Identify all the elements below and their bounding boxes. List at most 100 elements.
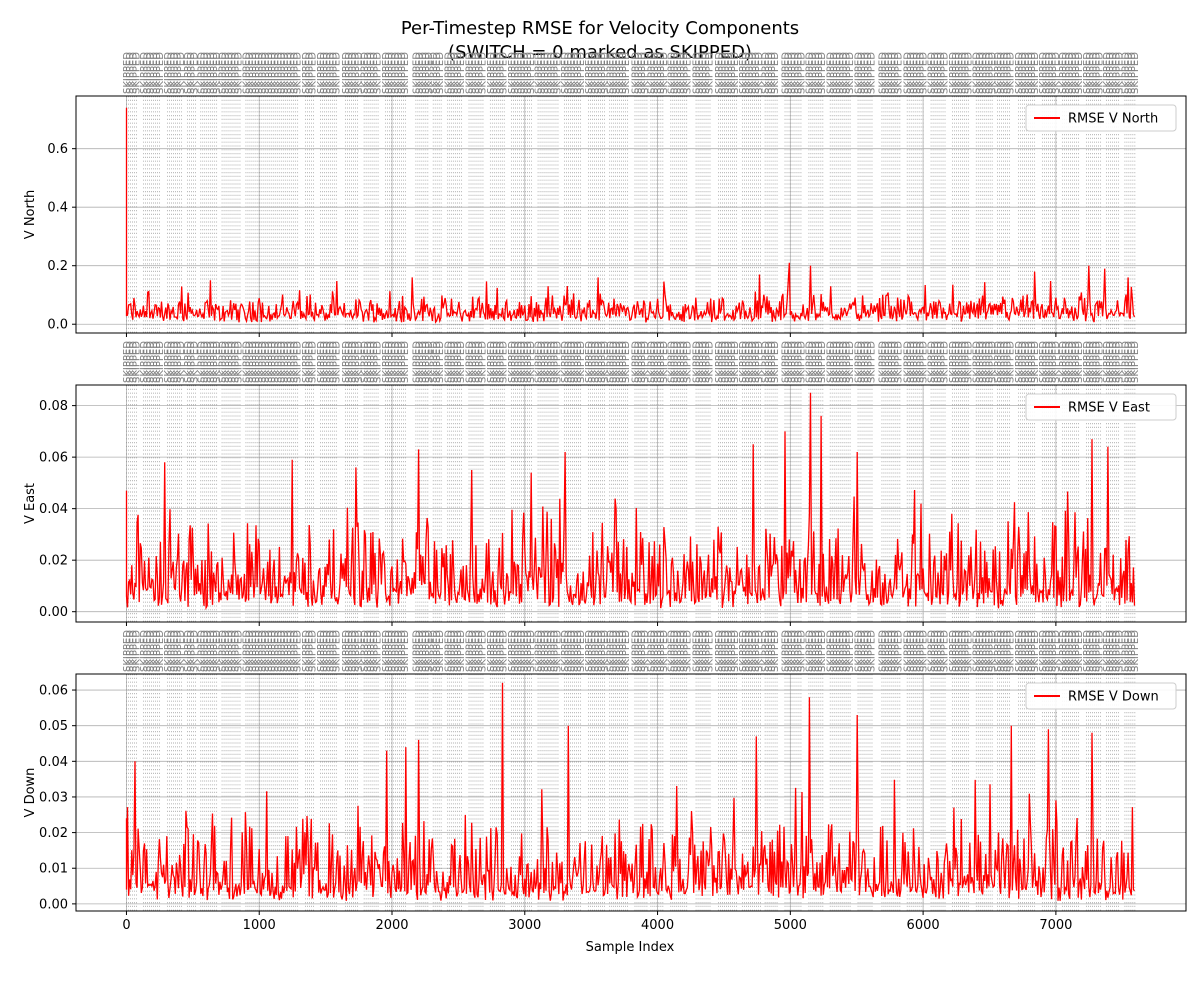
skipped-label: SKIPPED <box>283 52 294 94</box>
skipped-label: SKIPPED <box>233 630 244 672</box>
skipped-label: SKIPPED <box>605 341 616 383</box>
skipped-label: SKIPPED <box>884 630 895 672</box>
skipped-label: SKIPPED <box>612 52 623 94</box>
skipped-label: SKIPPED <box>354 52 365 94</box>
skipped-label: SKIPPED <box>169 630 180 672</box>
skipped-label: SKIPPED <box>936 630 947 672</box>
skipped-label: SKIPPED <box>1102 341 1113 383</box>
skipped-label: SKIPPED <box>203 52 214 94</box>
y-axis-label: V Down <box>23 768 38 818</box>
skipped-label: SKIPPED <box>796 630 807 672</box>
skipped-label: SKIPPED <box>640 341 651 383</box>
skipped-label: SKIPPED <box>1085 630 1096 672</box>
skipped-label: SKIPPED <box>277 341 288 383</box>
skipped-label: SKIPPED <box>653 630 664 672</box>
skipped-label: SKIPPED <box>829 341 840 383</box>
skipped-label: SKIPPED <box>999 341 1010 383</box>
skipped-label: SKIPPED <box>418 52 429 94</box>
skipped-label: SKIPPED <box>618 52 629 94</box>
skipped-label: SKIPPED <box>424 52 435 94</box>
skipped-label: SKIPPED <box>424 630 435 672</box>
skipped-label: SKIPPED <box>957 630 968 672</box>
skipped-label: SKIPPED <box>381 341 392 383</box>
skipped-label: SKIPPED <box>666 341 677 383</box>
legend-box <box>1025 393 1177 421</box>
skipped-label: SKIPPED <box>933 341 944 383</box>
skipped-label: SKIPPED <box>615 52 626 94</box>
skipped-label: SKIPPED <box>400 52 411 94</box>
skipped-label: SKIPPED <box>721 630 732 672</box>
skipped-label: SKIPPED <box>341 341 352 383</box>
skipped-label: SKIPPED <box>227 52 238 94</box>
skipped-label: SKIPPED <box>748 630 759 672</box>
skipped-label: SKIPPED <box>770 341 781 383</box>
skipped-label: SKIPPED <box>770 630 781 672</box>
skipped-label: SKIPPED <box>842 52 853 94</box>
skipped-label: SKIPPED <box>289 341 300 383</box>
skipped-label: SKIPPED <box>978 630 989 672</box>
skipped-label: SKIPPED <box>450 52 461 94</box>
skipped-label: SKIPPED <box>351 52 362 94</box>
skipped-label: SKIPPED <box>446 630 457 672</box>
skipped-label: SKIPPED <box>534 52 545 94</box>
skipped-label: SKIPPED <box>727 630 738 672</box>
skipped-label: SKIPPED <box>981 341 992 383</box>
skipped-label: SKIPPED <box>360 341 371 383</box>
skipped-label: SKIPPED <box>142 341 153 383</box>
skipped-label: SKIPPED <box>209 341 220 383</box>
skipped-label: SKIPPED <box>793 630 804 672</box>
skipped-label: SKIPPED <box>811 52 822 94</box>
skipped-label: SKIPPED <box>286 630 297 672</box>
skipped-label: SKIPPED <box>751 341 762 383</box>
skipped-label: SKIPPED <box>424 341 435 383</box>
skipped-label: SKIPPED <box>329 630 340 672</box>
skipped-label: SKIPPED <box>354 630 365 672</box>
skipped-label: SKIPPED <box>325 52 336 94</box>
skipped-label: SKIPPED <box>218 630 229 672</box>
skipped-label: SKIPPED <box>549 341 560 383</box>
skipped-label: SKIPPED <box>587 52 598 94</box>
skipped-label: SKIPPED <box>308 52 319 94</box>
skipped-label: SKIPPED <box>857 341 868 383</box>
skipped-label: SKIPPED <box>744 630 755 672</box>
skipped-label: SKIPPED <box>751 630 762 672</box>
skipped-label: SKIPPED <box>394 341 405 383</box>
skipped-label: SKIPPED <box>344 341 355 383</box>
skipped-label: SKIPPED <box>948 341 959 383</box>
skipped-label: SKIPPED <box>492 52 503 94</box>
skipped-label: SKIPPED <box>881 341 892 383</box>
skipped-label: SKIPPED <box>289 630 300 672</box>
skipped-label: SKIPPED <box>199 341 210 383</box>
skipped-label: SKIPPED <box>576 341 587 383</box>
y-tick-label: 0.06 <box>39 684 68 699</box>
skipped-label: SKIPPED <box>1030 630 1041 672</box>
skipped-label: SKIPPED <box>866 341 877 383</box>
skipped-label: SKIPPED <box>209 52 220 94</box>
skipped-label: SKIPPED <box>301 341 312 383</box>
skipped-label: SKIPPED <box>183 630 194 672</box>
skipped-label: SKIPPED <box>906 341 917 383</box>
skipped-label: SKIPPED <box>730 52 741 94</box>
skipped-label: SKIPPED <box>646 630 657 672</box>
skipped-label: SKIPPED <box>854 630 865 672</box>
skipped-label: SKIPPED <box>495 341 506 383</box>
skipped-label: SKIPPED <box>465 52 476 94</box>
skipped-label: SKIPPED <box>139 341 150 383</box>
skipped-label: SKIPPED <box>421 52 432 94</box>
skipped-label: SKIPPED <box>845 630 856 672</box>
skipped-label: SKIPPED <box>1051 630 1062 672</box>
skipped-label: SKIPPED <box>418 630 429 672</box>
skipped-label: SKIPPED <box>744 52 755 94</box>
skipped-label: SKIPPED <box>372 341 383 383</box>
skipped-label: SKIPPED <box>517 630 528 672</box>
skipped-label: SKIPPED <box>499 52 510 94</box>
skipped-label: SKIPPED <box>196 52 207 94</box>
skipped-label: SKIPPED <box>465 630 476 672</box>
skipped-label: SKIPPED <box>316 341 327 383</box>
skipped-label: SKIPPED <box>754 630 765 672</box>
skipped-label: SKIPPED <box>573 341 584 383</box>
skipped-label: SKIPPED <box>411 341 422 383</box>
skipped-label: SKIPPED <box>280 52 291 94</box>
